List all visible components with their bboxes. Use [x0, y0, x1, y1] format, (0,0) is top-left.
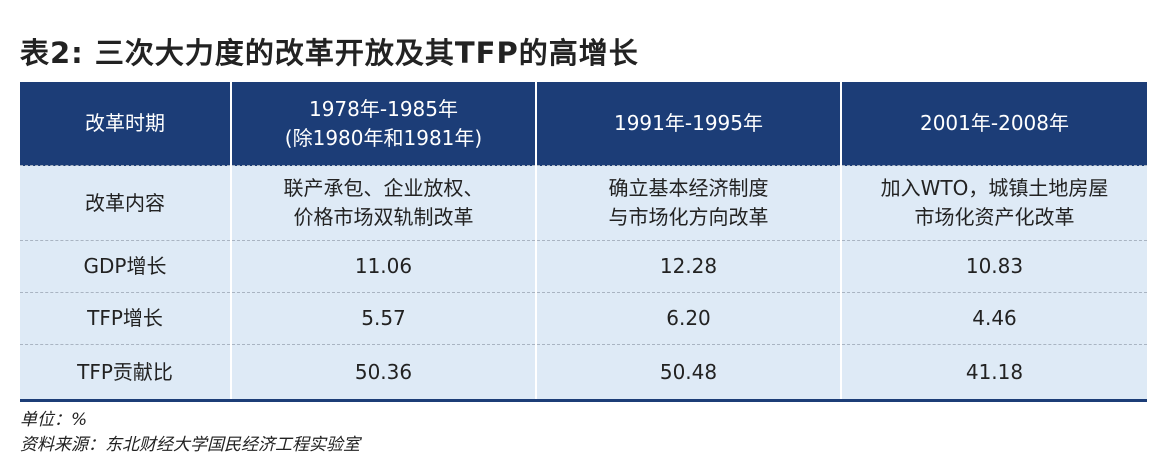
- table-title: 表2: 三次大力度的改革开放及其TFP的高增长: [20, 36, 639, 70]
- table-notes: 单位：% 资料来源：东北财经大学国民经济工程实验室: [20, 408, 360, 458]
- table-cell: 10.83: [840, 240, 1147, 293]
- table-cell: 11.06: [230, 240, 536, 293]
- header-row: 改革时期 1978年-1985年 (除1980年和1981年) 1991年-19…: [20, 82, 1147, 166]
- header-line: 改革时期: [85, 111, 165, 135]
- table-cell: 50.36: [230, 344, 536, 402]
- table-cell: 联产承包、企业放权、 价格市场双轨制改革: [230, 165, 536, 241]
- table-row: TFP贡献比 50.36 50.48 41.18: [20, 344, 1147, 402]
- table-cell: 5.57: [230, 292, 536, 345]
- table-cell: 确立基本经济制度 与市场化方向改革: [535, 165, 841, 241]
- row-label: TFP增长: [20, 292, 231, 345]
- table-cell: 加入WTO，城镇土地房屋 市场化资产化改革: [840, 165, 1147, 241]
- table-row: TFP增长 5.57 6.20 4.46: [20, 292, 1147, 345]
- row-label: 改革内容: [20, 165, 231, 241]
- cell-line: 价格市场双轨制改革: [293, 205, 474, 229]
- row-label: TFP贡献比: [20, 344, 231, 402]
- source-note: 资料来源：东北财经大学国民经济工程实验室: [20, 435, 360, 455]
- cell-line: 确立基本经济制度: [608, 176, 769, 200]
- header-line: (除1980年和1981年): [284, 125, 483, 150]
- row-label: GDP增长: [20, 240, 231, 293]
- header-period-1978-1985: 1978年-1985年 (除1980年和1981年): [230, 82, 536, 166]
- unit-note: 单位：%: [20, 410, 88, 430]
- cell-line: 市场化资产化改革: [914, 205, 1075, 229]
- cell-line: 加入WTO，城镇土地房屋: [880, 176, 1109, 200]
- cell-line: 联产承包、企业放权、: [283, 176, 484, 200]
- header-line: 1978年-1985年: [308, 96, 458, 121]
- table-cell: 50.48: [535, 344, 841, 402]
- table-row: GDP增长 11.06 12.28 10.83: [20, 240, 1147, 293]
- header-period-1991-1995: 1991年-1995年: [535, 82, 841, 166]
- cell-line: 与市场化方向改革: [608, 205, 769, 229]
- data-table: 改革时期 1978年-1985年 (除1980年和1981年) 1991年-19…: [20, 82, 1147, 402]
- table-cell: 41.18: [840, 344, 1147, 402]
- table-cell: 4.46: [840, 292, 1147, 345]
- table-cell: 12.28: [535, 240, 841, 293]
- header-line: 1991年-1995年: [613, 111, 763, 135]
- header-period-label: 改革时期: [20, 82, 231, 166]
- header-period-2001-2008: 2001年-2008年: [840, 82, 1147, 166]
- header-line: 2001年-2008年: [919, 111, 1069, 135]
- table-cell: 6.20: [535, 292, 841, 345]
- table-row: 改革内容 联产承包、企业放权、 价格市场双轨制改革 确立基本经济制度 与市场化方…: [20, 165, 1147, 241]
